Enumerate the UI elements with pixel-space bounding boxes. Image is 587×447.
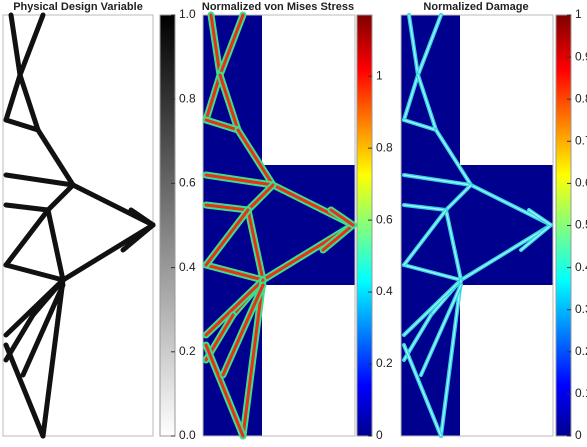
colorbar-tick-label: 0.9 [575, 49, 587, 63]
colorbar-tick-label: 0.6 [575, 176, 587, 190]
colorbar-tick-label: 0.1 [575, 386, 587, 400]
colorbar-tick-label: 1 [376, 68, 383, 82]
colorbar-tick-label: 1 [575, 7, 582, 21]
colorbar-tick-label: 0.7 [575, 133, 587, 147]
colorbar-tick-label: 0.4 [376, 284, 393, 298]
colorbar-tick-label: 0.8 [376, 140, 393, 154]
colorbar-tick-label: 0 [376, 428, 383, 442]
colorbar-tick-label: 0.3 [575, 302, 587, 316]
colorbar-tick-label: 0.2 [376, 356, 393, 370]
colorbar-tick-label: 0.6 [179, 176, 196, 190]
panel-title: Physical Design Variable [13, 1, 143, 13]
colorbar-tick-label: 0.5 [575, 218, 587, 232]
colorbar-tick-label: 0.6 [376, 212, 393, 226]
colorbar-tick-label: 0.8 [575, 91, 587, 105]
colorbar-tick-label: 0.4 [575, 260, 587, 274]
panel-title: Normalized Damage [423, 1, 528, 13]
colorbar [357, 15, 372, 436]
colorbar-tick-label: 0.4 [179, 260, 196, 274]
panel-title: Normalized von Mises Stress [202, 1, 354, 13]
figure: Physical Design Variable 0.0 0.2 0.4 0.6 0.8 1… [0, 0, 587, 447]
colorbar-tick-label: 0 [575, 428, 582, 442]
colorbar-tick-label: 0.0 [179, 428, 196, 442]
colorbar-tick-label: 0.8 [179, 91, 196, 105]
colorbar [160, 15, 175, 436]
colorbar-tick-label: 1.0 [179, 7, 196, 21]
colorbar-tick-label: 0.2 [575, 344, 587, 358]
colorbar-tick-label: 0.2 [179, 344, 196, 358]
